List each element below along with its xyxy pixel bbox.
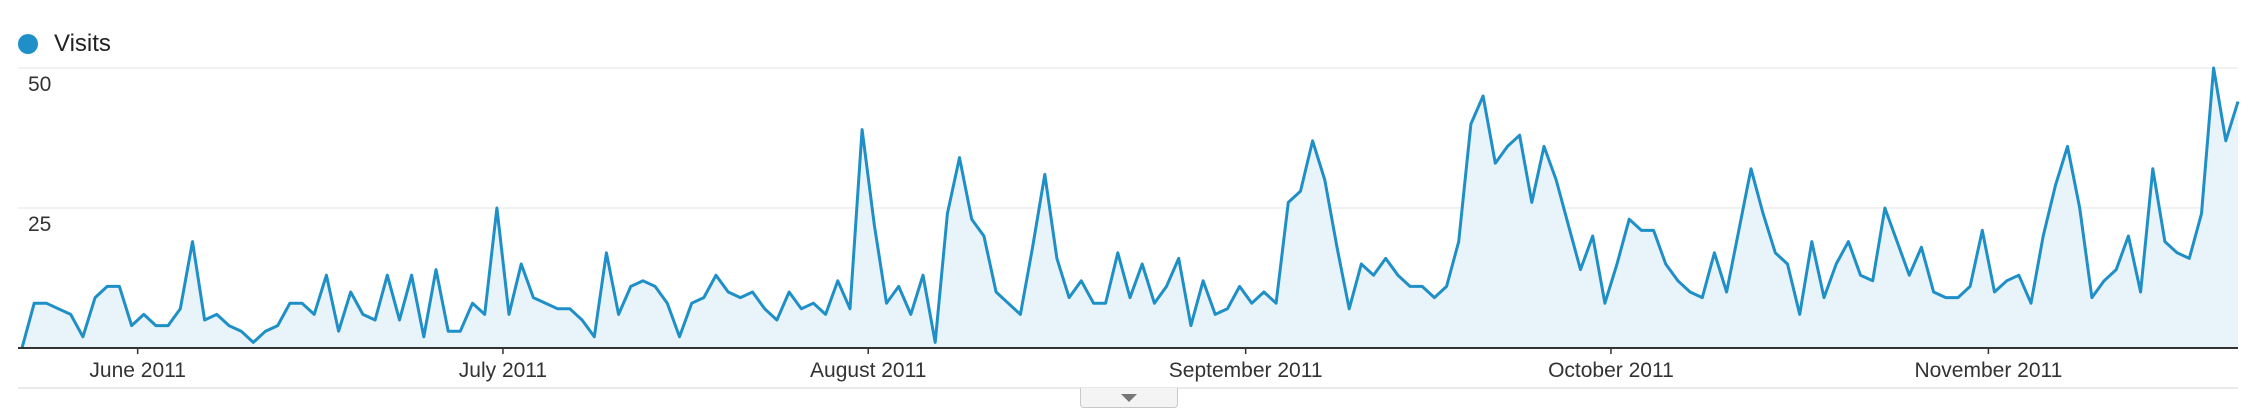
- x-tick-label: November 2011: [1914, 359, 2062, 382]
- x-tick-label: August 2011: [810, 359, 926, 382]
- legend-label-visits: Visits: [54, 30, 111, 57]
- scroll-handle[interactable]: [1080, 388, 1178, 408]
- x-tick-label: June 2011: [89, 359, 186, 382]
- x-tick-label: October 2011: [1548, 359, 1674, 382]
- visits-area-fill: [22, 68, 2238, 348]
- x-axis: June 2011 July 2011 August 2011 September 2…: [18, 347, 2238, 389]
- y-tick-label-50: 50: [28, 73, 51, 96]
- legend: Visits: [18, 26, 111, 62]
- x-tick-label: July 2011: [459, 359, 547, 382]
- y-tick-label-25: 25: [28, 213, 51, 236]
- visits-series-line: [20, 66, 2240, 349]
- chevron-down-icon: [1121, 393, 1137, 402]
- gridlines: [18, 67, 2238, 209]
- y-axis-labels: 50 25: [28, 73, 51, 236]
- legend-marker: [18, 34, 38, 54]
- x-tick-label: September 2011: [1169, 359, 1323, 382]
